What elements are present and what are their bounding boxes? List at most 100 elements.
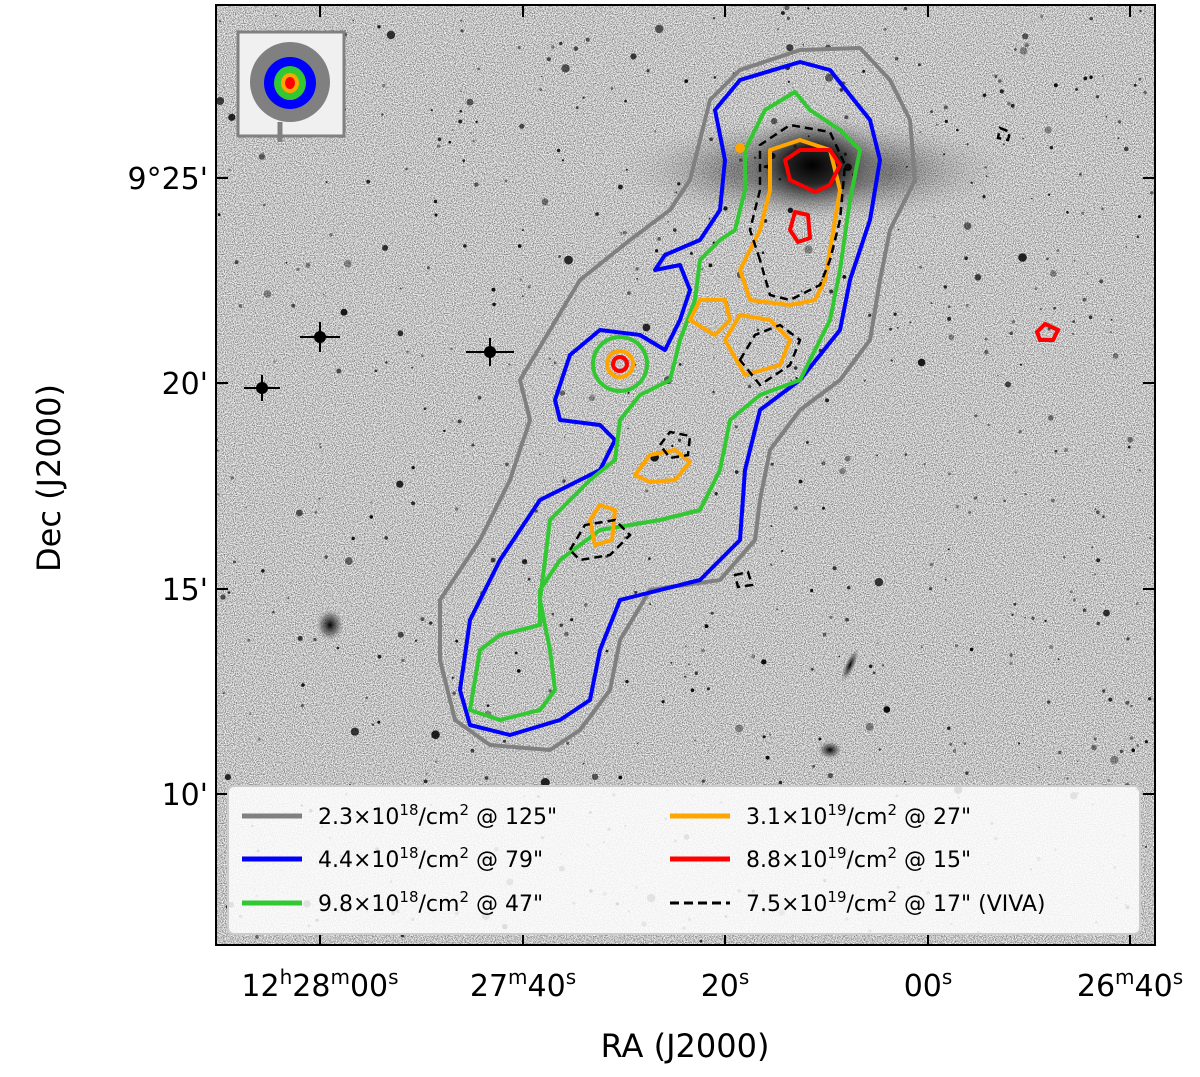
star: [793, 144, 797, 148]
star: [216, 97, 225, 105]
star: [634, 590, 638, 594]
contour-black-viva-e: [733, 570, 754, 589]
star: [502, 739, 507, 743]
star: [1072, 598, 1076, 602]
star: [1079, 173, 1082, 176]
star: [519, 123, 525, 129]
star: [556, 148, 561, 153]
star: [371, 723, 375, 726]
contour-green-compact: [591, 335, 649, 393]
star: [261, 569, 265, 573]
star: [929, 562, 934, 567]
y-axis-label: Dec (J2000): [30, 384, 68, 572]
star: [944, 578, 947, 581]
star: [588, 395, 596, 402]
star: [984, 166, 987, 169]
star: [541, 75, 543, 78]
star: [794, 506, 798, 510]
x-axis-label: RA (J2000): [601, 1027, 770, 1065]
star: [684, 645, 687, 648]
legend-label-0: 2.3×1018/cm2 @ 125": [318, 801, 557, 830]
star: [723, 206, 728, 211]
star: [1091, 546, 1093, 549]
star: [1047, 700, 1051, 704]
star: [1046, 257, 1049, 261]
star: [661, 700, 665, 704]
y-axis: 9°25' 20' 15' 10' Dec (J2000): [30, 162, 1155, 813]
star: [475, 120, 478, 124]
star: [324, 555, 328, 559]
star: [1031, 197, 1033, 200]
star: [234, 260, 239, 265]
star: [677, 182, 681, 186]
star: [713, 76, 717, 79]
star: [701, 648, 705, 653]
star: [769, 538, 772, 541]
star: [325, 181, 328, 184]
star: [434, 213, 438, 217]
star: [917, 63, 921, 67]
contour-gray-2.3e18: [438, 46, 917, 752]
star: [1110, 755, 1119, 765]
y-tick-label-3: 10': [162, 778, 208, 813]
star: [694, 671, 698, 675]
star: [1093, 573, 1096, 576]
star: [642, 323, 651, 332]
star: [491, 287, 496, 292]
star: [460, 29, 464, 33]
star: [706, 687, 711, 691]
star: [477, 395, 482, 400]
star: [678, 363, 682, 366]
star: [564, 631, 569, 637]
legend-label-1: 3.1×1019/cm2 @ 27": [746, 801, 971, 830]
star: [474, 182, 479, 187]
star: [618, 775, 623, 780]
star: [1022, 137, 1024, 140]
contour-orange-3.1e19: [738, 138, 842, 307]
star: [655, 249, 659, 253]
star: [1096, 621, 1100, 626]
star: [471, 443, 475, 447]
contour-blue-4.4e18: [458, 60, 882, 737]
star: [876, 454, 879, 457]
star: [982, 93, 987, 97]
star: [514, 651, 518, 655]
star: [1070, 590, 1073, 594]
x-tick-label-4: 26m40s: [1077, 965, 1183, 1004]
star: [463, 244, 467, 248]
star: [1088, 315, 1093, 320]
star: [1049, 145, 1054, 150]
star: [712, 390, 715, 394]
star: [627, 291, 631, 295]
star: [405, 167, 408, 171]
star: [844, 163, 852, 172]
star: [827, 773, 833, 779]
star: [920, 646, 923, 649]
y-tick-label-0: 9°25': [127, 162, 208, 197]
star: [1073, 259, 1076, 262]
contour-red-isolated: [1034, 321, 1061, 342]
star: [1009, 331, 1013, 335]
star: [519, 278, 522, 281]
star: [258, 153, 266, 160]
star: [382, 244, 389, 251]
star: [933, 216, 936, 218]
star: [430, 109, 433, 112]
star: [822, 506, 825, 510]
star: [470, 132, 472, 134]
contour-black-viva-d: [658, 430, 692, 460]
star: [947, 726, 951, 730]
star: [1124, 146, 1129, 152]
star: [894, 56, 899, 61]
star: [1072, 320, 1076, 323]
star: [605, 649, 609, 653]
star: [690, 688, 695, 692]
star: [610, 87, 614, 90]
star: [963, 222, 972, 230]
star: [1083, 76, 1088, 81]
star: [566, 741, 570, 745]
star: [843, 152, 847, 156]
star: [844, 455, 851, 462]
y-tick-label-2: 15': [162, 573, 208, 608]
star: [377, 25, 381, 29]
